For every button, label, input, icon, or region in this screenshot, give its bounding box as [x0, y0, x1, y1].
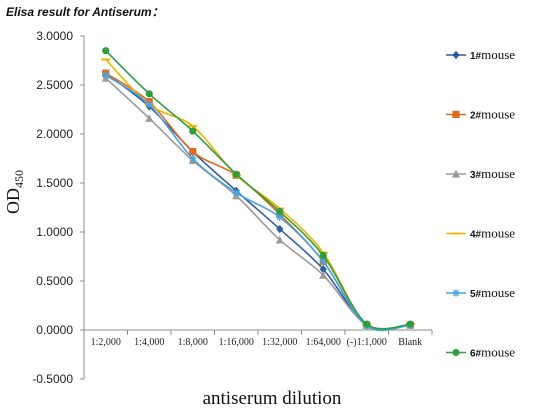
axes: 3.0000 2.5000 2.0000 1.5000 1.0000 0.5000 0.00…: [32, 29, 433, 386]
series-line: [105, 50, 411, 330]
y-tick-label: -0.5000: [32, 372, 73, 386]
data-point: [319, 251, 327, 260]
data-point: [232, 189, 240, 197]
x-tick-label: 1:32,000: [262, 337, 297, 348]
data-point: [145, 101, 153, 109]
data-point: [319, 257, 327, 265]
legend-label: 2#mouse: [470, 107, 515, 122]
chart-title: Elisa result for Antiserum：: [6, 5, 164, 19]
legend-item-3: 3#mouse: [446, 166, 515, 181]
legend-label: 1#mouse: [470, 47, 515, 62]
legend-label: 5#mouse: [470, 285, 515, 300]
series-line: [105, 74, 411, 332]
data-point: [276, 207, 284, 216]
series-line: [105, 77, 411, 330]
data-point: [102, 71, 110, 79]
legend-marker: [452, 348, 460, 357]
legend-item-1: 1#mouse: [446, 47, 515, 62]
x-tick-label: 1:4,000: [134, 337, 164, 348]
y-tick-label: 0.0000: [36, 323, 73, 337]
y-tick-label: 1.5000: [36, 176, 73, 190]
y-tick-label: 2.0000: [36, 127, 73, 141]
data-point: [319, 270, 328, 279]
y-tick-label: 3.0000: [36, 29, 73, 43]
legend-label: 3#mouse: [470, 166, 515, 181]
x-tick-label: 1:8,000: [178, 337, 208, 348]
x-tick-label: 1:64,000: [306, 337, 341, 348]
data-point: [145, 90, 153, 98]
data-point: [363, 320, 371, 328]
series-layer: [101, 47, 415, 332]
legend-marker: [452, 110, 460, 119]
x-tick-label: 1:16,000: [219, 337, 254, 348]
legend: 1#mouse 2#mouse 3#mouse 4#mouse 5#mouse 6#mou…: [446, 47, 515, 360]
data-point: [189, 148, 197, 156]
legend-label: 4#mouse: [470, 226, 515, 241]
legend-marker: [452, 289, 460, 297]
y-axis-label: OD450: [3, 170, 26, 214]
data-point: [276, 224, 284, 234]
x-tick-label: 1:2,000: [91, 337, 121, 348]
x-tick-label: Blank: [398, 337, 422, 348]
data-point: [275, 235, 284, 244]
series-3: [101, 73, 415, 330]
legend-item-6: 6#mouse: [446, 345, 515, 360]
data-point: [319, 265, 327, 274]
data-point: [189, 127, 197, 135]
y-tick-label: 1.0000: [36, 225, 73, 239]
legend-marker: [452, 50, 460, 60]
series-5: [102, 71, 414, 332]
y-tick-label: 0.5000: [36, 274, 73, 288]
legend-item-4: 4#mouse: [446, 226, 515, 241]
data-point: [406, 320, 414, 328]
x-tick-label: (-)1:1,000: [347, 337, 387, 348]
legend-label: 6#mouse: [470, 345, 515, 360]
data-point: [145, 114, 154, 122]
legend-item-2: 2#mouse: [446, 107, 515, 122]
series-6: [102, 47, 414, 330]
data-point: [189, 154, 197, 163]
data-point: [102, 47, 110, 55]
series-line: [105, 72, 411, 330]
data-point: [232, 170, 240, 178]
y-tick-label: 2.5000: [36, 78, 73, 92]
data-point: [276, 213, 284, 221]
legend-marker: [452, 169, 460, 178]
x-axis-label: antiserum dilution: [203, 388, 342, 409]
legend-item-5: 5#mouse: [446, 285, 515, 300]
series-line: [105, 72, 411, 331]
